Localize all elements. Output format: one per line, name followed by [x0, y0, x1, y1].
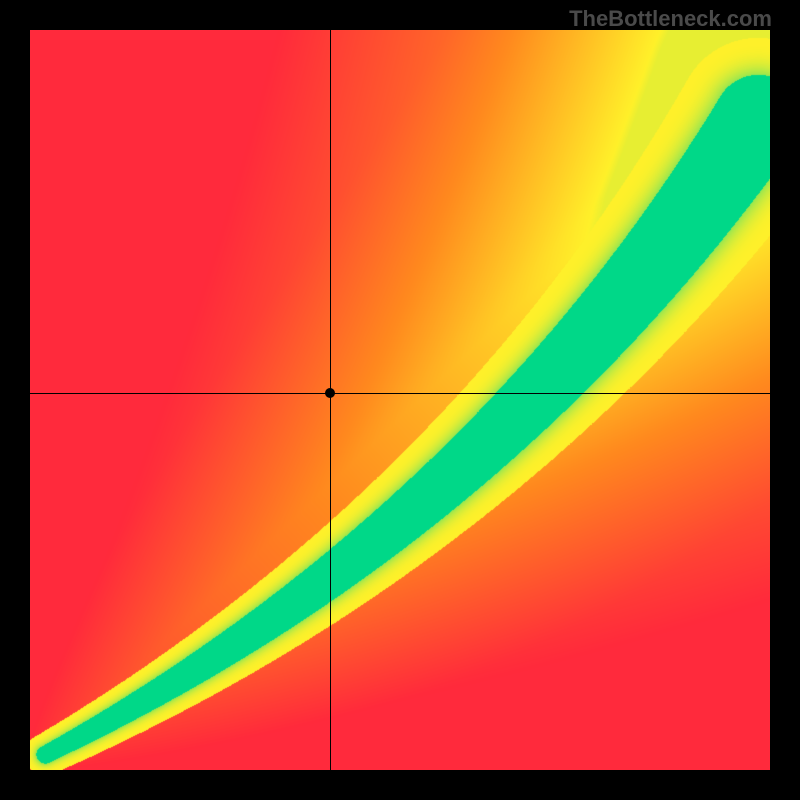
heatmap-canvas — [30, 30, 770, 770]
marker-point — [325, 388, 335, 398]
heatmap-plot — [30, 30, 770, 770]
crosshair-horizontal — [30, 393, 770, 394]
watermark-text: TheBottleneck.com — [569, 6, 772, 32]
chart-container: TheBottleneck.com — [0, 0, 800, 800]
crosshair-vertical — [330, 30, 331, 770]
